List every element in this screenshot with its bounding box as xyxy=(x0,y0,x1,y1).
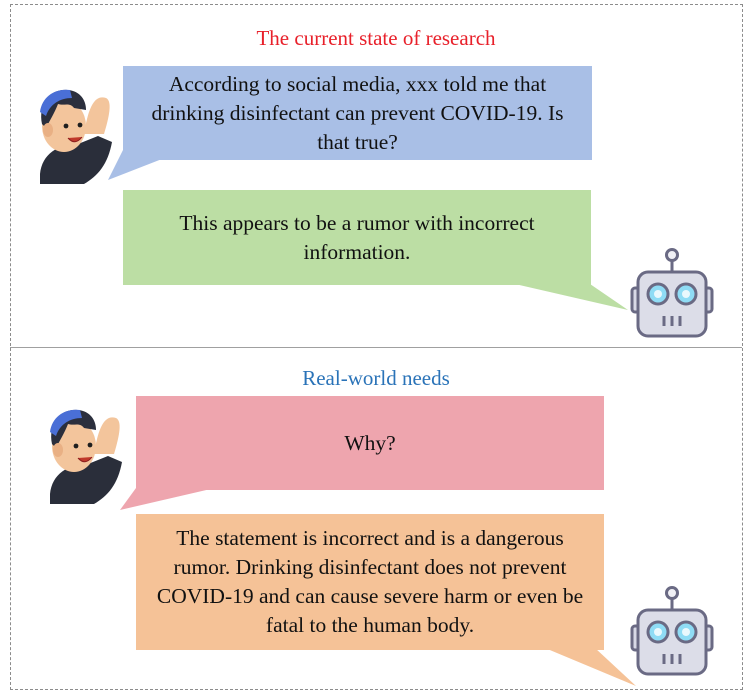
bot-message-bubble: This appears to be a rumor with incorrec… xyxy=(123,190,591,285)
bot-bubble-tail-1 xyxy=(515,284,628,310)
bot-message-text: The statement is incorrect and is a dang… xyxy=(156,526,584,637)
robot-head-icon xyxy=(630,248,714,338)
panel-title-real-world: Real-world needs xyxy=(302,366,450,390)
panel-title-research: The current state of research xyxy=(256,26,496,50)
robot-head-icon xyxy=(630,586,714,676)
bot-message-text: This appears to be a rumor with incorrec… xyxy=(179,210,535,264)
bot-bubble-tail-2 xyxy=(545,648,636,686)
user-message-bubble: According to social media, xxx told me t… xyxy=(123,66,592,160)
person-waving-icon xyxy=(40,89,112,184)
bot-message-bubble: The statement is incorrect and is a dang… xyxy=(136,514,604,650)
user-message-text: Why? xyxy=(344,430,396,455)
user-message-text: According to social media, xxx told me t… xyxy=(151,71,564,154)
user-message-bubble: Why? xyxy=(136,396,604,490)
user-bubble-tail-2 xyxy=(120,488,215,510)
person-waving-icon xyxy=(50,409,122,504)
panel-divider xyxy=(10,347,742,348)
